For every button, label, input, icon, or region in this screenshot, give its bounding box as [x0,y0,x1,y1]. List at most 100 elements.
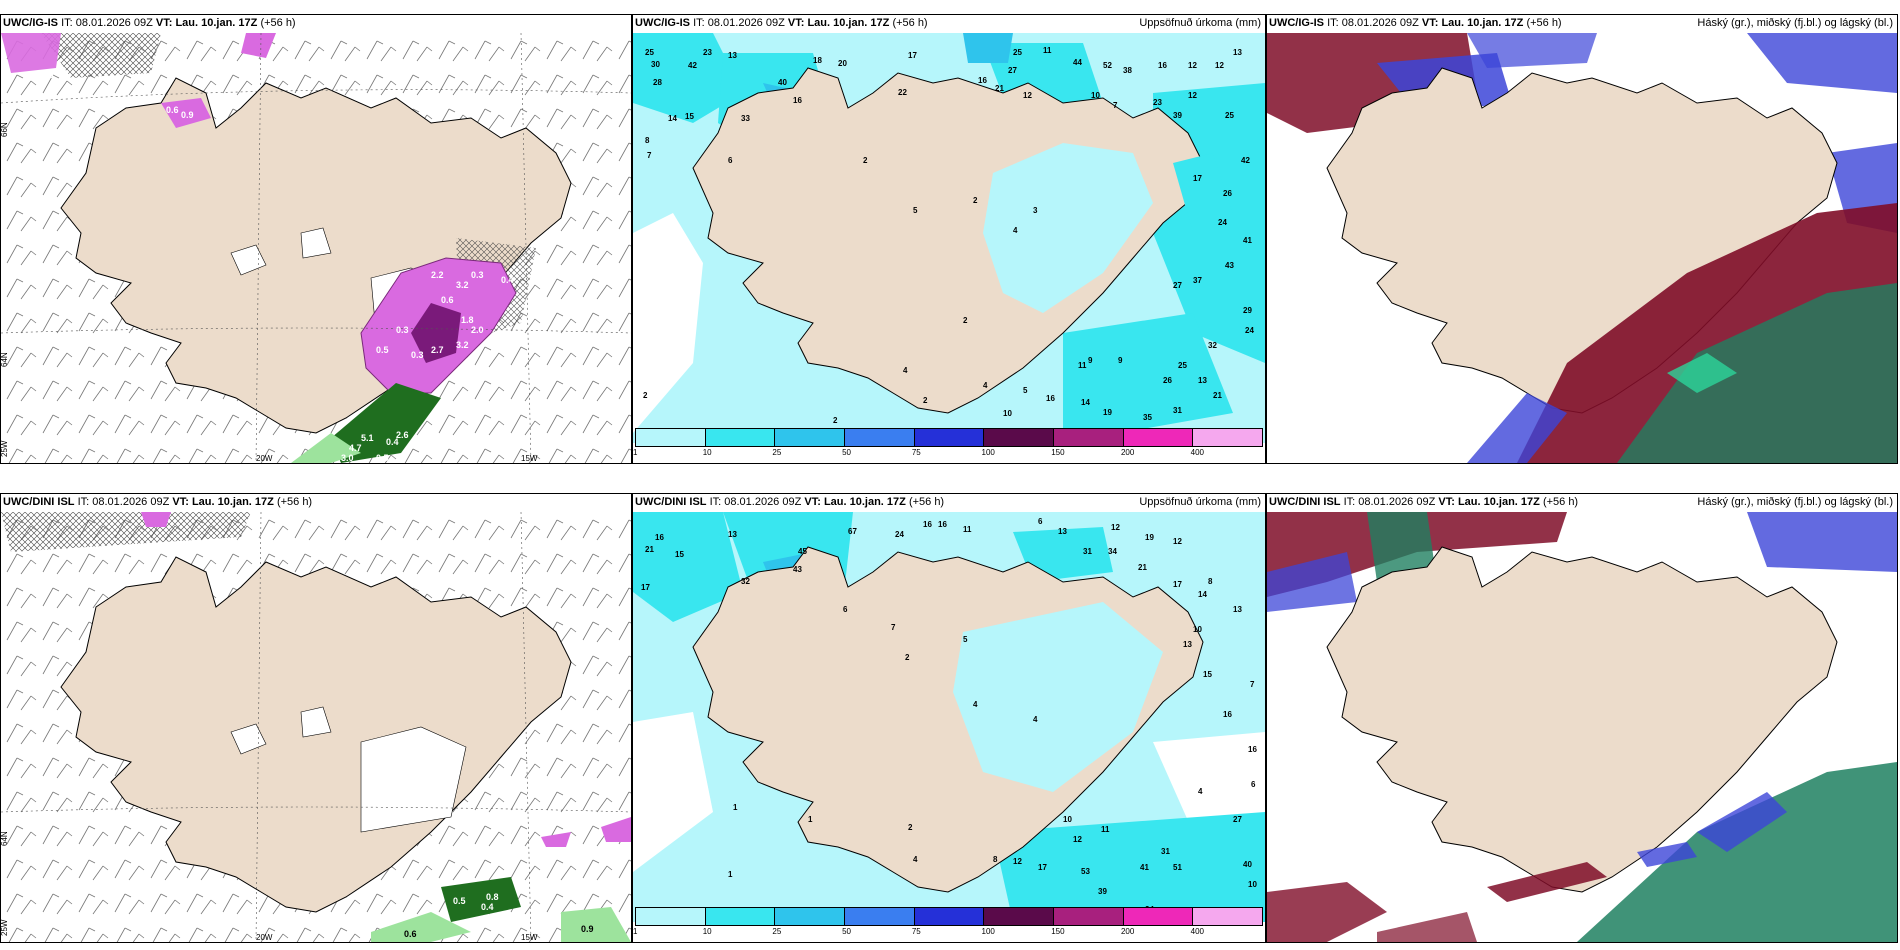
precip-value: 2 [905,653,910,662]
precip-value: 4 [903,366,908,375]
precip-value: 11 [1101,825,1110,834]
precip-value: 35 [1143,413,1152,422]
precip-value: 52 [1103,61,1112,70]
precip-value: 4 [973,700,978,709]
precip-value: 39 [1098,887,1107,896]
panel-header: UWC/IG-IS IT: 08.01.2026 09Z VT: Lau. 10… [1269,15,1893,31]
lon-label-15w: 15W [521,454,538,463]
precip-value: 42 [1241,156,1250,165]
precip-value: 26 [1223,189,1232,198]
precip-value: 16 [938,520,947,529]
colorbar-tick: 150 [1051,927,1065,936]
colorbar-swatch [1193,908,1263,925]
lead-time: (+56 h) [892,17,928,29]
colorbar-tick: 100 [981,448,995,457]
precip-value: 12 [1023,91,1032,100]
precip-value: 67 [848,527,857,536]
colorbar-swatch [1193,429,1263,446]
lead-time: (+56 h) [1542,496,1579,508]
precip-value: 2 [833,416,838,425]
precip-value: 2 [863,156,868,165]
model-name: UWC/DINI ISL [3,496,75,508]
precip-value: 21 [1213,391,1222,400]
snow-label: 0.4 [501,275,514,285]
cloud-map [1267,33,1897,463]
field-title: Uppsöfnuð úrkoma (mm) [1139,496,1261,508]
precip-value: 53 [1081,867,1090,876]
colorbar-tick: 400 [1190,448,1205,457]
colorbar-swatch [705,908,776,925]
colorbar-swatch [845,429,915,446]
precip-value: 21 [1138,563,1147,572]
snow-label: 3.2 [456,280,469,290]
precip-value: 32 [741,577,750,586]
precip-value: 4 [913,855,918,864]
precip-value: 11 [963,525,972,534]
vt-label: VT: [172,496,189,508]
lead-time: (+56 h) [260,17,296,29]
precip-value: 12 [1188,61,1197,70]
lead-time: (+56 h) [1526,17,1562,29]
precip-value: 43 [793,565,802,574]
precip-value: 4 [983,381,988,390]
precip-value: 24 [1245,326,1254,335]
precip-value: 41 [1243,236,1252,245]
precip-value: 6 [728,156,733,165]
rain-label: 2.6 [396,430,409,440]
precip-value: 17 [641,583,650,592]
precip-value: 2 [973,196,978,205]
precip-value: 1 [728,870,733,879]
rain-label: 4.7 [349,443,362,453]
precip-value: 3 [1033,206,1038,215]
precip-value: 13 [1233,48,1242,57]
precip-value: 16 [793,96,802,105]
precip-value: 13 [1233,605,1242,614]
snow-label: 0.6 [441,295,454,305]
vt-label: VT: [804,496,821,508]
precip-value: 27 [1008,66,1017,75]
precip-value: 25 [1225,111,1234,120]
colorbar-swatch [636,908,706,925]
precip-value: 26 [1163,376,1172,385]
precip-value: 4 [1033,715,1038,724]
panel-header: UWC/IG-IS IT: 08.01.2026 09Z VT: Lau. 10… [3,15,627,31]
precip-value: 29 [1243,306,1252,315]
precip-value: 12 [1111,523,1120,532]
precip-value: 16 [923,520,932,529]
precip-value: 8 [993,855,998,864]
colorbar-swatch [1123,908,1194,925]
colorbar-tick: 150 [1051,448,1065,457]
snow-label: 0.9 [181,110,194,120]
valid-time: Lau. 10.jan. 17Z [175,17,258,29]
precip-value: 13 [1058,527,1067,536]
model-name: UWC/DINI ISL [635,496,707,508]
precip-value: 8 [645,136,650,145]
rain-label: 0.8 [486,892,499,902]
precip-value: 27 [1173,281,1182,290]
lon-label-20w: 20W [256,454,273,463]
precip-value: 7 [647,151,652,160]
snow-label: 2.2 [431,270,444,280]
precip-value: 28 [653,78,662,87]
vt-label: VT: [1438,496,1455,508]
wind-snow-map: 0.9 2.2 3.2 0.3 0.6 0.3 1.8 2.7 3.2 2.0 … [1,33,631,463]
snow-label: 2.7 [431,345,444,355]
valid-time: Lau. 10.jan. 17Z [191,496,274,508]
precip-value: 24 [895,530,904,539]
precip-value: 17 [1193,174,1202,183]
colorbar-tick: 1 [633,927,638,936]
it-label: IT: [693,17,705,29]
colorbar-swatch [775,908,846,925]
init-time: 08.01.2026 09Z [1358,496,1436,508]
lon-label-20w: 20W [256,933,273,942]
precip-value: 13 [728,530,737,539]
init-time: 08.01.2026 09Z [724,496,802,508]
snow-label: 1.8 [461,315,474,325]
precip-value: 7 [891,623,896,632]
precip-value: 31 [1161,847,1170,856]
it-label: IT: [77,496,90,508]
precip-value: 25 [1178,361,1187,370]
snow-label: 0.6 [166,105,179,115]
precip-value: 9 [1118,356,1123,365]
precip-value: 4 [1198,787,1203,796]
